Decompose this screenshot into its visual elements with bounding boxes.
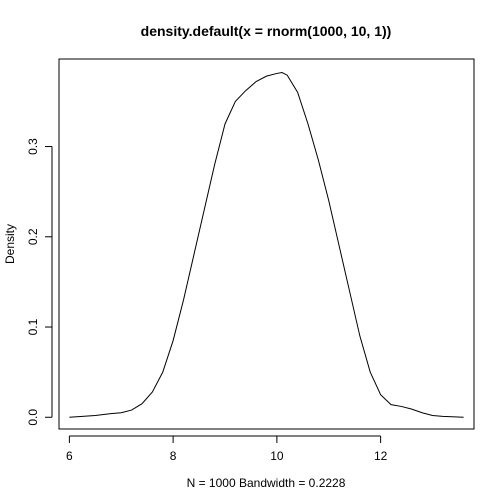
- y-axis-label: Density: [3, 224, 17, 264]
- y-tick-label: 0.1: [26, 318, 40, 335]
- x-axis-label: N = 1000 Bandwidth = 0.2228: [187, 476, 346, 490]
- y-tick-label: 0.3: [26, 138, 40, 155]
- chart-title: density.default(x = rnorm(1000, 10, 1)): [141, 23, 392, 39]
- x-tick-label: 12: [374, 449, 388, 463]
- x-tick-label: 8: [170, 449, 177, 463]
- plot-frame: [58, 58, 475, 430]
- y-axis: 0.0 0.1 0.2 0.3: [26, 138, 53, 426]
- y-tick-label: 0.2: [26, 228, 40, 245]
- y-tick-label: 0.0: [26, 409, 40, 426]
- x-axis: 6 8 10 12: [66, 435, 388, 463]
- x-tick-label: 6: [66, 449, 73, 463]
- x-tick-label: 10: [270, 449, 284, 463]
- density-curve: [69, 72, 464, 418]
